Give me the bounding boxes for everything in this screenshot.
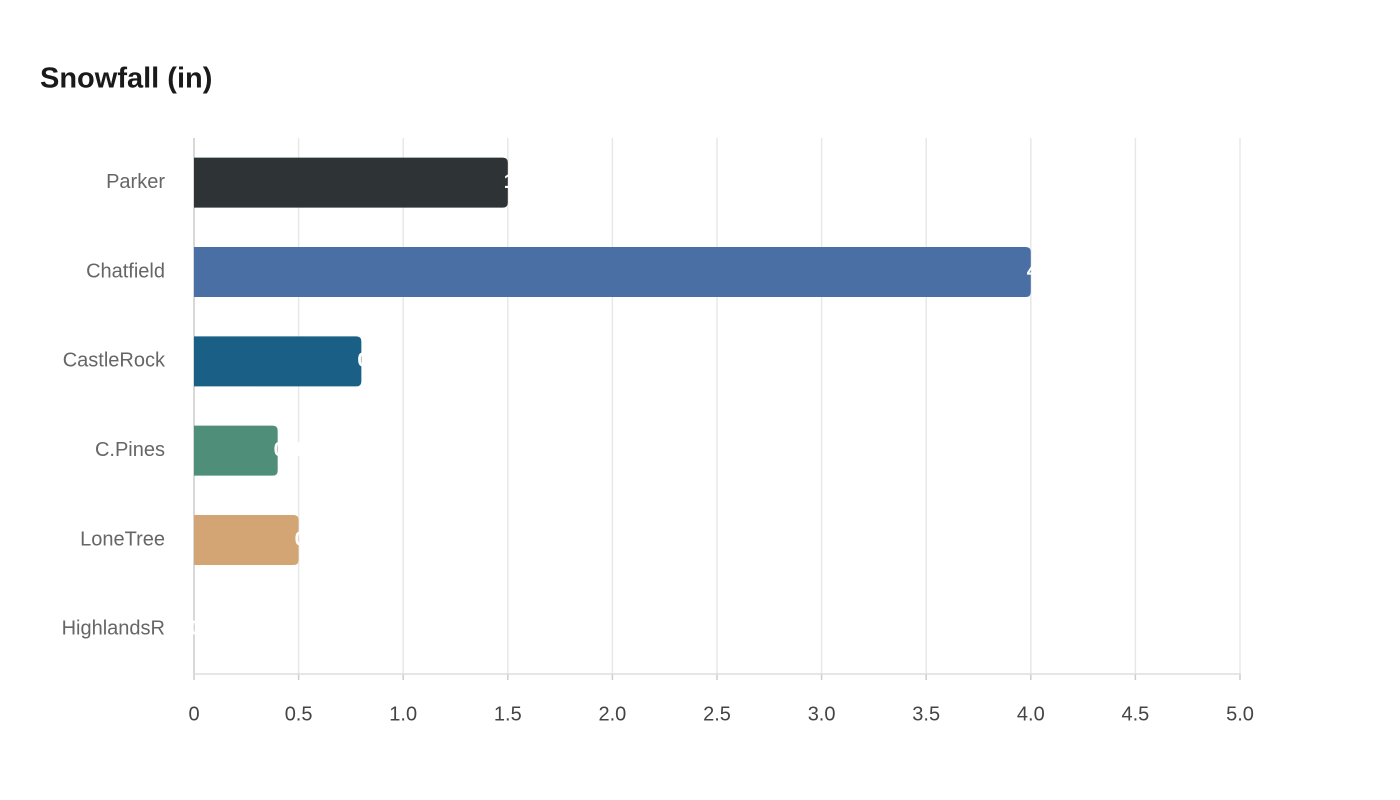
x-tick-label: 4.5 [1121, 703, 1149, 725]
x-tick-label: 1.5 [494, 703, 522, 725]
bar [194, 425, 278, 476]
y-tick-label: LoneTree [80, 528, 165, 550]
data-label: 0.4 [274, 439, 303, 461]
x-tick-label: 0 [188, 703, 199, 725]
bar [194, 515, 299, 565]
y-tick-label: HighlandsR [62, 618, 165, 640]
x-tick-label: 2.5 [703, 703, 731, 725]
y-tick-label: CastleRock [63, 350, 166, 372]
x-tick-label: 2.0 [598, 703, 626, 725]
data-label: 0.5 [295, 528, 323, 550]
bar [194, 336, 362, 387]
x-tick-label: 3.0 [808, 703, 836, 725]
y-tick-label: C.Pines [95, 439, 165, 461]
bar [194, 157, 508, 208]
x-tick-label: 4.0 [1017, 703, 1045, 725]
x-tick-label: 0.5 [285, 703, 313, 725]
data-label: 4 [1027, 260, 1039, 282]
data-label: 0.8 [357, 350, 385, 372]
x-tick-label: 5.0 [1226, 703, 1254, 725]
chart-title: Snowfall (in) [40, 63, 212, 95]
y-tick-label: Chatfield [86, 260, 165, 282]
x-tick-label: 3.5 [912, 703, 940, 725]
bar [194, 247, 1031, 297]
y-tick-label: Parker [106, 171, 165, 193]
data-label: 0 [190, 618, 201, 640]
data-label: 1.5 [504, 171, 532, 193]
x-tick-label: 1.0 [389, 703, 417, 725]
